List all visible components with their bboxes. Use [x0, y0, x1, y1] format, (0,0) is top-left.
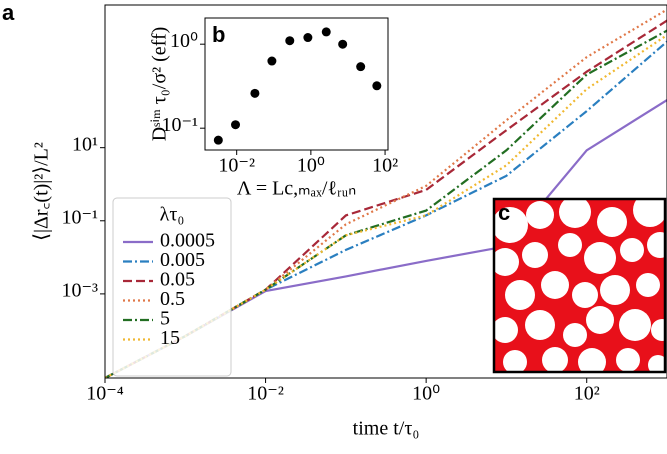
x-tick-label: 10² [574, 383, 600, 405]
y-tick-label: 10¹ [72, 133, 98, 155]
image-panel: c [492, 197, 667, 374]
y-tick-label: 10⁻¹ [61, 206, 98, 228]
image-particles [494, 199, 665, 372]
y-axis-label: ⟨|Δr꜀(t)|²⟩/L² [31, 142, 53, 241]
point [285, 36, 295, 46]
legend-label: 5 [160, 308, 170, 330]
legend-label: 0.5 [160, 288, 185, 310]
point [303, 33, 313, 43]
point [338, 39, 348, 49]
y-axis-label: Dˢⁱᵐ τ₀/σ² (eff) [149, 27, 171, 142]
point [250, 88, 260, 98]
x-tick-label: 10⁰ [412, 383, 440, 405]
point [372, 81, 382, 91]
y-tick-label: 10⁰ [170, 30, 198, 52]
x-tick-label: 10⁻⁴ [86, 383, 124, 405]
y-tick-label: 10⁻³ [61, 279, 98, 301]
legend-label: 0.05 [160, 269, 195, 291]
legend-title: λτ₀ [160, 204, 185, 226]
main-plot: 10⁻⁴ 10⁻² 10⁰ 10² 10⁻³ 10⁻¹ 10¹ time t/τ₀ ⟨|Δr꜀(… [31, 4, 667, 440]
x-tick-label: 10⁻² [218, 155, 255, 177]
panel-label: b [212, 22, 225, 47]
legend-label: 15 [160, 327, 180, 349]
point [356, 62, 366, 72]
x-axis-label: Λ = Lc,ₘₐₓ/ℓᵣᵤₙ [237, 178, 356, 200]
panel-label: c [498, 200, 510, 225]
x-tick-label: 10⁻² [247, 383, 284, 405]
plot-area [213, 27, 382, 145]
legend-label: 0.005 [160, 249, 205, 271]
point [321, 27, 331, 37]
axes-frame [204, 17, 389, 151]
x-tick-label: 10² [372, 155, 398, 177]
point [267, 56, 277, 66]
y-tick-label: 10⁻¹ [161, 114, 198, 136]
axes-frame [104, 4, 667, 379]
inset-background [205, 18, 388, 150]
legend-label: 0.0005 [160, 230, 215, 252]
image-frame [492, 197, 667, 374]
x-axis-label: time t/τ₀ [353, 418, 420, 440]
point [231, 120, 241, 130]
panel-label: a [2, 0, 15, 25]
point [213, 135, 223, 145]
x-tick-label: 10⁰ [297, 155, 325, 177]
